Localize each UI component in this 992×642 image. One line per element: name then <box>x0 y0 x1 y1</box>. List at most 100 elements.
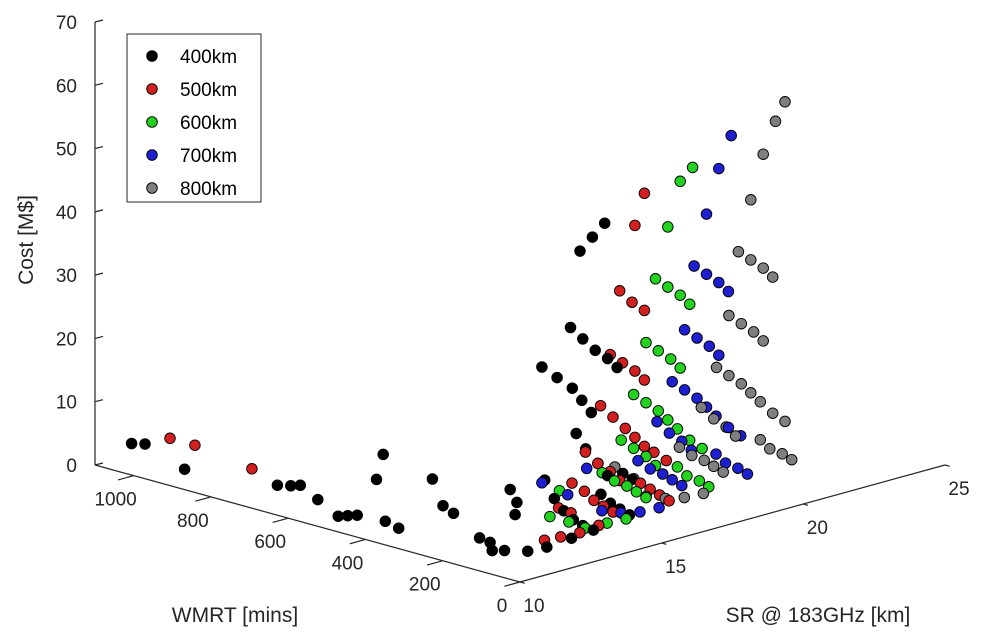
data-point-500km <box>554 531 567 543</box>
data-point-500km <box>189 439 201 451</box>
data-point-700km <box>653 501 665 514</box>
data-point-500km <box>629 219 641 232</box>
data-point-400km <box>566 382 579 394</box>
data-point-400km <box>586 231 599 243</box>
data-point-700km <box>732 462 744 474</box>
data-point-500km <box>588 494 600 507</box>
data-point-500km <box>613 285 626 297</box>
data-point-400km <box>379 515 392 528</box>
data-point-800km <box>697 487 710 500</box>
data-point-700km <box>644 463 657 475</box>
data-point-400km <box>139 438 151 450</box>
data-point-800km <box>707 460 720 473</box>
data-point-700km <box>656 468 669 480</box>
data-point-700km <box>700 268 713 280</box>
legend-label-500km: 500km <box>180 80 237 101</box>
wmrt-tick-label: 800 <box>177 511 209 532</box>
data-point-400km <box>351 509 363 521</box>
data-point-600km <box>640 396 652 409</box>
cost-tick-mark <box>94 335 104 340</box>
data-point-800km <box>678 491 691 504</box>
data-point-600km <box>662 221 674 233</box>
data-point-700km <box>666 474 678 486</box>
data-point-800km <box>754 396 767 408</box>
data-point-400km <box>570 427 582 440</box>
data-point-800km <box>735 317 748 330</box>
data-point-800km <box>785 453 798 466</box>
data-point-500km <box>592 457 604 470</box>
data-point-800km <box>686 449 698 462</box>
legend-marker-600km <box>146 116 158 128</box>
cost-tick-label: 10 <box>56 393 77 414</box>
sr-tick-mark <box>519 581 525 584</box>
data-point-700km <box>722 285 735 298</box>
data-point-400km <box>341 509 354 522</box>
cost-tick-mark <box>94 272 104 276</box>
data-point-600km <box>640 336 652 349</box>
legend-marker-500km <box>146 83 158 95</box>
data-point-500km <box>638 440 651 453</box>
wmrt-tick-label: 0 <box>497 596 508 617</box>
legend-label-700km: 700km <box>180 146 237 167</box>
data-point-700km <box>741 468 754 480</box>
data-point-700km <box>703 340 716 352</box>
sr-tick-label: 25 <box>948 479 969 500</box>
data-point-600km <box>649 273 662 285</box>
sr-tick-mark <box>944 464 950 467</box>
legend: 400km 500km 600km 700km 800km <box>126 33 262 203</box>
data-point-600km <box>683 298 696 310</box>
cost-tick-mark <box>94 462 104 466</box>
data-point-500km <box>566 477 578 489</box>
wmrt-tick-mark <box>349 538 366 545</box>
data-point-600km <box>608 475 621 487</box>
data-point-600km <box>674 362 686 374</box>
data-point-400km <box>437 499 449 512</box>
data-point-800km <box>769 115 782 128</box>
data-point-700km <box>678 324 691 336</box>
wmrt-tick-mark <box>195 496 212 502</box>
data-point-800km <box>766 407 779 419</box>
data-point-700km <box>713 349 725 361</box>
data-point-800km <box>757 148 769 160</box>
data-point-800km <box>745 254 757 266</box>
data-point-400km <box>574 245 586 257</box>
data-point-500km <box>629 431 641 444</box>
data-point-600km <box>627 388 640 401</box>
cost-tick-label: 30 <box>56 266 77 287</box>
data-point-400km <box>285 480 297 492</box>
data-point-400km <box>509 508 521 521</box>
data-point-400km <box>332 510 344 522</box>
data-point-700km <box>725 129 737 142</box>
data-point-600km <box>544 510 556 523</box>
data-point-800km <box>723 369 735 382</box>
legend-label-400km: 400km <box>180 47 237 68</box>
data-point-500km <box>579 446 592 458</box>
cost-tick-mark <box>94 82 104 86</box>
wmrt-tick-label: 400 <box>332 553 364 574</box>
data-point-600km <box>662 414 674 426</box>
data-point-600km <box>664 353 677 365</box>
data-point-500km <box>607 411 619 423</box>
data-points <box>125 96 798 557</box>
data-point-800km <box>710 361 723 374</box>
wmrt-axis-label: WMRT [mins] <box>172 604 298 627</box>
data-point-700km <box>688 260 700 272</box>
sr-tick-label: 10 <box>523 596 544 617</box>
cost-tick-mark <box>94 19 104 23</box>
data-point-700km <box>651 415 663 428</box>
data-point-600km <box>630 486 643 498</box>
data-point-700km <box>536 477 548 489</box>
data-point-700km <box>666 375 678 388</box>
cost-tick-mark <box>94 145 104 150</box>
data-point-400km <box>601 352 614 365</box>
legend-marker-400km <box>146 50 158 62</box>
data-point-400km <box>548 492 561 505</box>
data-point-800km <box>673 441 686 453</box>
wmrt-tick-mark <box>504 581 521 587</box>
cost-tick-label: 40 <box>56 203 77 224</box>
data-point-700km <box>676 479 688 492</box>
data-point-800km <box>764 443 776 455</box>
data-point-800km <box>745 194 757 206</box>
